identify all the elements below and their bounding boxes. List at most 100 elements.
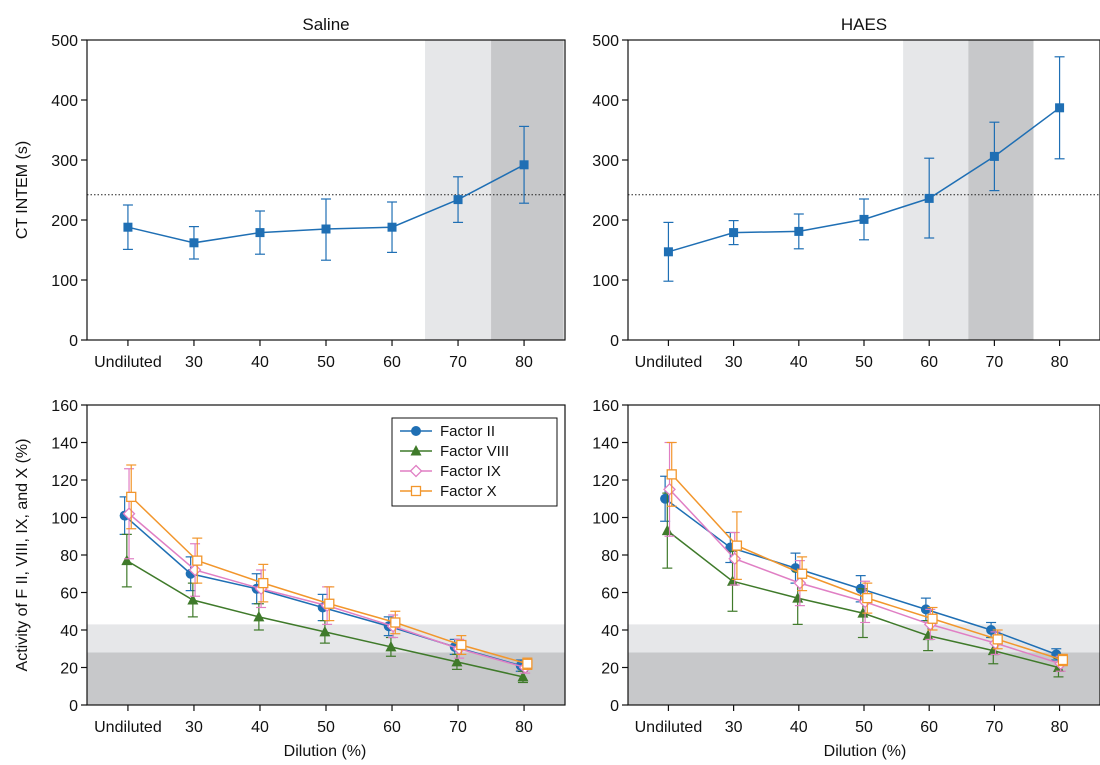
y-tick-label: 400 [592, 93, 619, 110]
x-tick-label: 30 [185, 719, 203, 736]
y-tick-label: 300 [51, 153, 78, 170]
data-point [123, 222, 133, 232]
x-tick-label: 60 [920, 354, 938, 371]
shaded-region-dark [968, 40, 1034, 340]
y-tick-label: 0 [69, 698, 78, 715]
data-point [862, 592, 873, 604]
ct-saline-panel: 0 100 200 300 400 500 Undiluted 30 40 50 60 70 80 Sal… [51, 15, 566, 371]
shaded-region-light [903, 40, 969, 340]
data-point [390, 617, 401, 628]
data-point [451, 655, 463, 667]
x-tick-label: 40 [790, 719, 808, 736]
legend-marker [411, 426, 421, 436]
data-point [192, 555, 203, 566]
data-point [992, 634, 1003, 645]
data-point [121, 554, 133, 566]
ct-haes-panel: 0 100 200 300 400 500 Undiluted 30 40 50 60 70 80 HAE… [592, 15, 1100, 371]
series-factor-x [666, 441, 1069, 667]
data-point [519, 160, 529, 170]
x-tick-label: 30 [725, 354, 743, 371]
data-point [126, 491, 137, 503]
x-tick-label: 40 [251, 354, 269, 371]
x-tick-label: 80 [515, 719, 533, 736]
data-point [522, 658, 533, 669]
data-point [187, 594, 199, 605]
series-ct [122, 125, 530, 261]
data-point [731, 540, 743, 551]
y-tick-label: 120 [592, 473, 619, 490]
x-tick-label: 50 [855, 719, 873, 736]
legend-label: Factor II [440, 423, 495, 440]
legend-label: Factor X [440, 483, 497, 500]
x-tick-label: 80 [515, 354, 533, 371]
data-point [385, 640, 397, 652]
data-point [324, 598, 335, 609]
x-tick-label: 30 [185, 354, 203, 371]
y-tick-label: 60 [601, 586, 619, 603]
data-point [453, 195, 463, 205]
panel-title: HAES [841, 15, 887, 34]
x-tick-label: 70 [985, 354, 1003, 371]
factor-y-axis-label: Activity of F II, VIII, IX, and X (%) [14, 439, 31, 672]
data-point [859, 214, 869, 224]
shaded-region-dark [628, 652, 1100, 705]
x-tick-label: 60 [920, 719, 938, 736]
legend-marker [410, 485, 422, 497]
y-tick-label: 0 [610, 698, 619, 715]
data-point [321, 224, 331, 234]
shaded-region-light [628, 624, 1100, 653]
y-tick-label: 100 [592, 511, 619, 528]
y-tick-label: 0 [610, 333, 619, 350]
data-point [661, 524, 673, 536]
data-point [255, 228, 265, 238]
y-tick-label: 200 [592, 213, 619, 230]
factor-haes-panel: 0 20 40 60 80 100 120 140 160 Undiluted 30 40 50 60 70… [592, 398, 1100, 736]
x-axis-label-left: Dilution (%) [284, 743, 367, 760]
x-tick-label: 50 [317, 719, 335, 736]
y-tick-label: 40 [601, 623, 619, 640]
y-tick-label: 80 [60, 548, 78, 565]
y-tick-label: 0 [69, 333, 78, 350]
data-point [660, 493, 671, 504]
y-tick-label: 20 [601, 661, 619, 678]
ct-y-axis-label: CT INTEM (s) [14, 141, 31, 239]
data-point [663, 247, 673, 257]
y-tick-label: 120 [51, 473, 78, 490]
x-tick-label: Undiluted [635, 354, 703, 371]
y-tick-label: 500 [592, 33, 619, 50]
x-tick-label: 60 [383, 354, 401, 371]
legend-label: Factor IX [440, 463, 501, 480]
legend-label: Factor VIII [440, 443, 509, 460]
y-tick-label: 200 [51, 213, 78, 230]
x-tick-label: 40 [251, 719, 269, 736]
data-point [729, 228, 739, 238]
x-tick-label: Undiluted [635, 719, 703, 736]
y-tick-label: 100 [592, 273, 619, 290]
x-tick-label: 70 [449, 719, 467, 736]
data-point [1057, 654, 1069, 666]
y-tick-label: 160 [51, 398, 78, 415]
x-tick-label: Undiluted [94, 354, 162, 371]
legend: Factor II Factor VIII Factor IX Factor X [391, 417, 558, 507]
x-tick-label: 50 [317, 354, 335, 371]
data-point [927, 613, 938, 624]
x-tick-label: 70 [985, 719, 1003, 736]
x-axis-label-right: Dilution (%) [824, 743, 907, 760]
factor-saline-panel: 0 20 40 60 80 100 120 140 160 Undiluted 30 40 50 60 70… [51, 398, 566, 736]
data-point [1055, 103, 1065, 113]
shaded-region-dark [87, 652, 565, 705]
legend-marker [409, 464, 423, 478]
data-point [989, 151, 999, 161]
data-point [189, 238, 199, 248]
series-ct [663, 56, 1065, 282]
data-point [986, 625, 997, 635]
y-tick-label: 500 [51, 33, 78, 50]
y-tick-label: 20 [60, 661, 78, 678]
x-tick-label: 80 [1051, 354, 1069, 371]
data-point [517, 670, 529, 682]
shaded-region-dark [491, 40, 564, 340]
x-tick-label: 40 [790, 354, 808, 371]
x-tick-label: 30 [725, 719, 743, 736]
y-tick-label: 40 [60, 623, 78, 640]
